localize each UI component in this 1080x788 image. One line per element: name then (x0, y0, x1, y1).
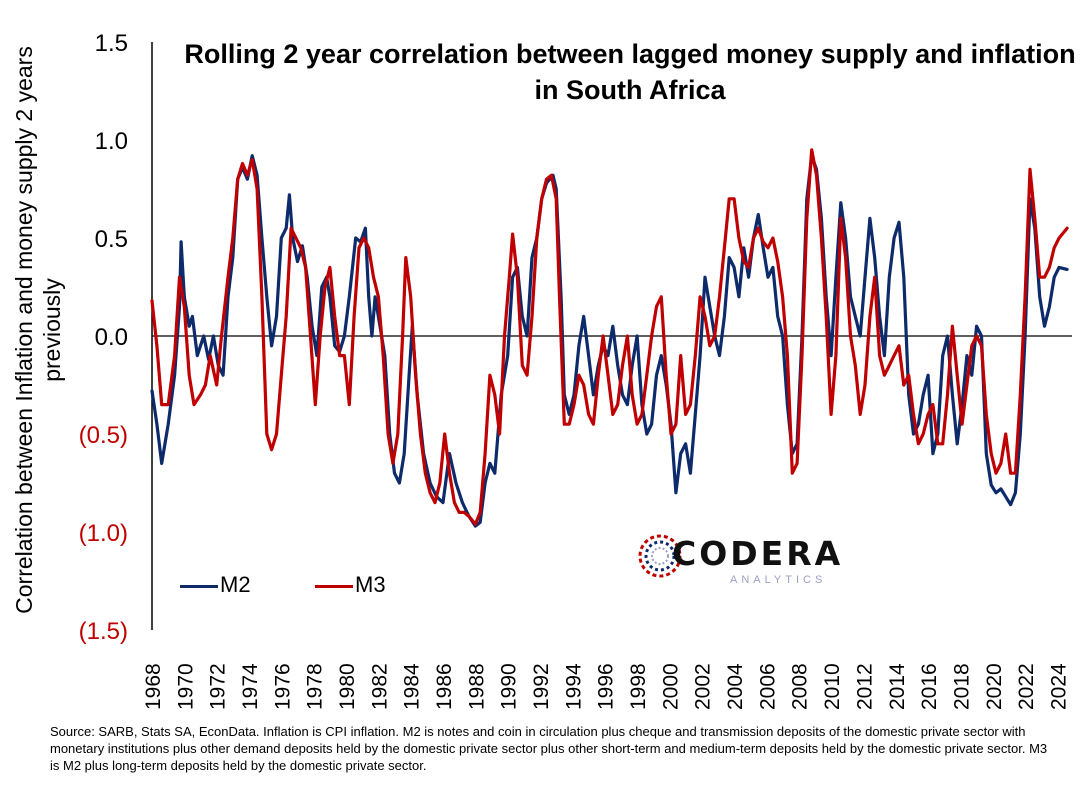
y-axis-label: Correlation between Inflation and money … (10, 30, 66, 630)
legend-swatch-m3 (315, 584, 353, 588)
legend-swatch-m2 (180, 584, 218, 588)
x-tick-label: 2002 (692, 663, 715, 710)
legend-item-m3: M3 (315, 572, 386, 598)
legend-item-m2: M2 (180, 572, 251, 598)
tick-labels: 1.5 1.0 0.5 0.0 (0.5) (1.0) (1.5) 1968 1970 1972 1… (79, 30, 1071, 710)
x-tick-label: 2022 (1015, 663, 1038, 710)
legend-label-m2: M2 (220, 572, 251, 597)
series-layer (150, 148, 1069, 528)
x-tick-label: 1978 (304, 663, 327, 710)
x-tick-label: 2024 (1047, 663, 1070, 710)
x-tick-label: 2018 (950, 663, 973, 710)
y-tick-label: 0.0 (95, 324, 128, 351)
codera-logo: CODERA ANALYTICS (632, 520, 852, 590)
x-tick-label: 2016 (918, 663, 941, 710)
x-tick-label: 1974 (239, 663, 262, 710)
y-tick-label: 1.0 (95, 128, 128, 155)
x-tick-label: 2008 (789, 663, 812, 710)
logo-wordmark: CODERA (672, 534, 844, 573)
x-tick-label: 1976 (271, 663, 294, 710)
x-tick-label: 2006 (756, 663, 779, 710)
y-tick-label: 1.5 (95, 30, 128, 57)
logo-subtitle: ANALYTICS (730, 574, 827, 586)
y-tick-label: (1.0) (79, 520, 128, 547)
x-tick-label: 1972 (207, 663, 230, 710)
x-tick-label: 1982 (368, 663, 391, 710)
y-tick-label: (1.5) (79, 618, 128, 645)
codera-swirl-icon (638, 534, 682, 578)
y-tick-label: 0.5 (95, 226, 128, 253)
x-tick-label: 1986 (433, 663, 456, 710)
x-tick-label: 1968 (142, 663, 165, 710)
x-tick-label: 1992 (530, 663, 553, 710)
x-tick-label: 2014 (886, 663, 909, 710)
y-tick-label: (0.5) (79, 422, 128, 449)
x-tick-label: 2004 (724, 663, 747, 710)
legend-label-m3: M3 (355, 572, 386, 597)
source-note: Source: SARB, Stats SA, EconData. Inflat… (50, 724, 1048, 773)
y-axis-label-text: Correlation between Inflation and money … (11, 46, 65, 614)
x-tick-label: 1980 (336, 663, 359, 710)
x-tick-label: 2012 (853, 663, 876, 710)
chart-title: Rolling 2 year correlation between lagge… (184, 39, 1076, 105)
x-tick-label: 1988 (465, 663, 488, 710)
x-tick-label: 1996 (595, 663, 618, 710)
x-tick-label: 1984 (401, 663, 424, 710)
series-line-m2 (150, 154, 1069, 528)
x-tick-label: 2000 (659, 663, 682, 710)
x-tick-label: 1994 (562, 663, 585, 710)
series-line-m3 (150, 148, 1069, 526)
x-tick-label: 1998 (627, 663, 650, 710)
x-tick-label: 1970 (174, 663, 197, 710)
x-tick-label: 1990 (498, 663, 521, 710)
x-tick-label: 2010 (821, 663, 844, 710)
x-tick-label: 2020 (983, 663, 1006, 710)
